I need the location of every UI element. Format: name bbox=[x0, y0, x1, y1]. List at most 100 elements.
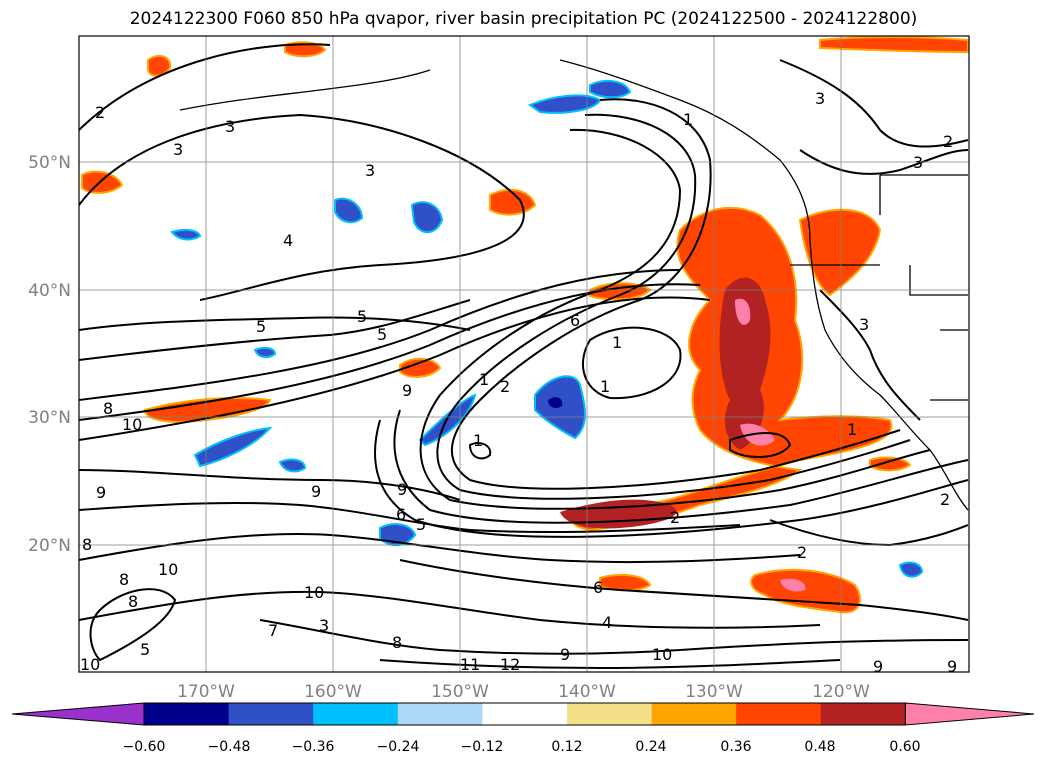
precip-negative-area bbox=[527, 94, 602, 114]
contour-label: 10 bbox=[304, 583, 324, 602]
latitude-ticks: 50°N 40°N 30°N 20°N bbox=[28, 153, 71, 556]
coastline-path bbox=[559, 59, 969, 511]
contour-line bbox=[79, 269, 681, 401]
contour-label: 12 bbox=[500, 655, 520, 674]
colorbar-tick-label: 0.24 bbox=[635, 739, 666, 755]
contour-line bbox=[79, 501, 741, 534]
contour-label: 6 bbox=[396, 505, 406, 524]
contour-label: 3 bbox=[913, 153, 923, 172]
contour-label: 5 bbox=[377, 325, 387, 344]
lon-tick-label: 130°W bbox=[685, 682, 743, 702]
colorbar-cell bbox=[397, 703, 483, 725]
contour-line bbox=[769, 519, 969, 547]
colorbar-tick-label: 0.36 bbox=[720, 739, 751, 755]
coastline bbox=[179, 59, 969, 511]
contour-label: 1 bbox=[479, 370, 489, 389]
colorbar-tick-label: 0.12 bbox=[551, 739, 582, 755]
contour-label: 8 bbox=[119, 570, 129, 589]
colorbar-tick-label: −0.48 bbox=[208, 739, 251, 755]
contour-label: 11 bbox=[460, 655, 480, 674]
colorbar-frame bbox=[143, 702, 906, 726]
map-title: 2024122300 F060 850 hPa qvapor, river ba… bbox=[129, 9, 918, 29]
lon-tick-label: 160°W bbox=[304, 682, 362, 702]
contour-label: 1 bbox=[847, 420, 857, 439]
contour-label: 6 bbox=[593, 578, 603, 597]
contour-labels: 2 3 3 3 4 5 5 5 6 1 1 1 2 1 8 10 9 9 8 1… bbox=[80, 89, 957, 676]
precip-peak-area bbox=[735, 298, 775, 446]
contour-line bbox=[779, 59, 969, 148]
map-frame bbox=[78, 35, 970, 673]
precip-strong-area bbox=[719, 277, 771, 450]
precip-negative-area bbox=[589, 79, 632, 99]
contour-line bbox=[79, 299, 471, 361]
contour-label: 9 bbox=[311, 482, 321, 501]
precip-peak-area bbox=[780, 578, 806, 592]
precip-positive-area bbox=[81, 170, 124, 194]
contour-line bbox=[468, 442, 492, 460]
colorbar-tick-label: −0.12 bbox=[461, 739, 504, 755]
colorbar: −0.60 −0.48 −0.36 −0.24 −0.12 0.12 0.24 … bbox=[11, 702, 1035, 755]
precip-positive-area bbox=[284, 41, 327, 58]
contour-line bbox=[451, 98, 901, 490]
contour-label: 5 bbox=[256, 317, 266, 336]
precip-negative-area bbox=[548, 397, 563, 408]
contour-line bbox=[729, 432, 792, 458]
colorbar-tick-label: −0.36 bbox=[292, 739, 335, 755]
contour-label: 8 bbox=[82, 535, 92, 554]
lat-tick-label: 40°N bbox=[28, 281, 71, 301]
precip-shading bbox=[81, 36, 969, 614]
contour-label: 3 bbox=[225, 117, 235, 136]
contour-line bbox=[79, 533, 801, 564]
colorbar-tick-label: 0.60 bbox=[889, 739, 920, 755]
contour-label: 10 bbox=[158, 560, 178, 579]
precip-negative-area bbox=[410, 201, 444, 234]
precip-positive-area bbox=[819, 36, 969, 54]
contour-label: 9 bbox=[397, 480, 407, 499]
colorbar-tick-label: 0.48 bbox=[804, 739, 835, 755]
precip-positive-area bbox=[750, 568, 861, 614]
precip-negative-area bbox=[170, 228, 202, 241]
precip-negative-area bbox=[379, 523, 417, 547]
contour-label: 5 bbox=[140, 640, 150, 659]
precip-positive-area bbox=[798, 208, 882, 297]
contour-label: 4 bbox=[283, 231, 293, 250]
contour-label: 2 bbox=[670, 508, 680, 527]
contour-line bbox=[799, 149, 969, 175]
colorbar-cell bbox=[482, 703, 568, 725]
colorbar-tick-label: −0.24 bbox=[377, 739, 420, 755]
map-panel: 2 3 3 3 4 5 5 5 6 1 1 1 2 1 8 10 9 9 8 1… bbox=[79, 36, 969, 676]
precip-negative-area bbox=[278, 458, 307, 473]
contour-line bbox=[379, 659, 841, 670]
lon-tick-label: 140°W bbox=[558, 682, 616, 702]
contour-line bbox=[79, 113, 525, 301]
contour-label: 3 bbox=[859, 315, 869, 334]
lat-tick-label: 20°N bbox=[28, 536, 71, 556]
colorbar-extend-low bbox=[11, 702, 145, 726]
precip-positive-area bbox=[399, 357, 442, 378]
contour-line bbox=[79, 296, 711, 441]
lon-tick-label: 150°W bbox=[431, 682, 489, 702]
precip-positive-area bbox=[599, 573, 652, 592]
contour-line bbox=[419, 128, 931, 510]
contour-label: 1 bbox=[612, 333, 622, 352]
colorbar-extend-high bbox=[904, 702, 1035, 726]
contour-label: 9 bbox=[402, 381, 412, 400]
precip-positive-area bbox=[147, 54, 172, 77]
colorbar-cell bbox=[820, 703, 906, 725]
contour-label: 9 bbox=[560, 645, 570, 664]
precip-negative-area bbox=[898, 561, 924, 578]
contour-label: 10 bbox=[652, 645, 672, 664]
precip-negative-area bbox=[418, 393, 477, 447]
contour-label: 8 bbox=[128, 592, 138, 611]
contour-label: 2 bbox=[943, 132, 953, 151]
colorbar-cell bbox=[736, 703, 822, 725]
contour-label: 7 bbox=[268, 621, 278, 640]
coastline-path bbox=[790, 174, 968, 401]
contour-line bbox=[819, 289, 921, 421]
precip-positive-area bbox=[869, 456, 912, 472]
precip-negative-area bbox=[253, 346, 277, 359]
contour-label: 9 bbox=[947, 657, 957, 676]
colorbar-tick-labels: −0.60 −0.48 −0.36 −0.24 −0.12 0.12 0.24 … bbox=[123, 739, 921, 755]
contour-label: 9 bbox=[96, 483, 106, 502]
